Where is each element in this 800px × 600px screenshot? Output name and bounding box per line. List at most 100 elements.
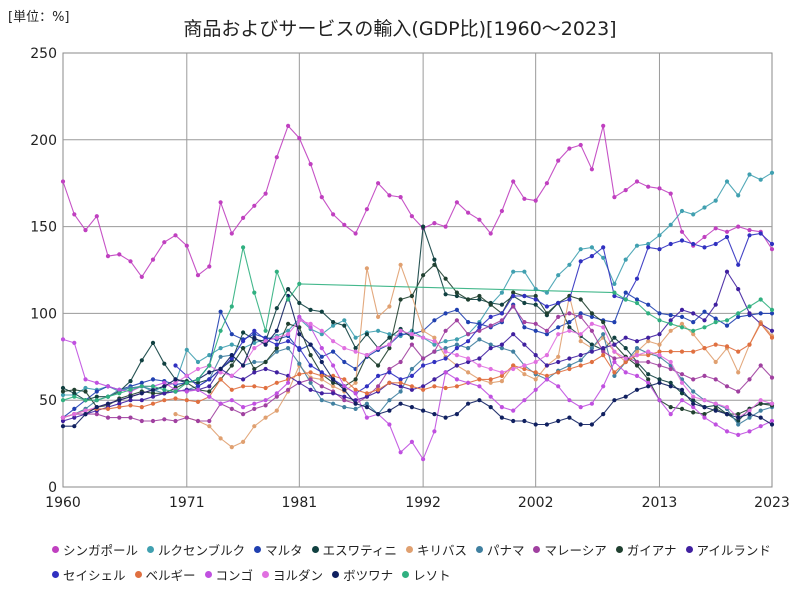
data-point <box>94 405 99 410</box>
data-point <box>353 391 358 396</box>
data-point <box>533 359 538 365</box>
data-point <box>533 297 538 302</box>
data-point <box>319 391 324 396</box>
legend-item: ガイアナ <box>615 540 677 559</box>
data-point <box>387 332 392 337</box>
data-point <box>308 377 313 382</box>
data-point <box>83 408 88 413</box>
data-point <box>499 405 504 410</box>
data-point <box>376 412 381 417</box>
data-point <box>274 335 279 340</box>
data-point <box>724 318 730 323</box>
data-point <box>117 387 122 392</box>
legend-item: レソト <box>402 565 451 584</box>
data-point <box>229 387 234 392</box>
data-point <box>263 398 268 403</box>
data-point <box>713 422 718 427</box>
data-point <box>60 398 66 403</box>
data-point <box>454 346 459 351</box>
data-point <box>634 353 640 358</box>
data-point <box>589 311 595 316</box>
y-tick-label: 200 <box>30 133 57 149</box>
data-point <box>162 417 167 422</box>
data-point <box>342 384 347 389</box>
data-point <box>747 342 752 347</box>
data-point <box>488 346 493 351</box>
data-point <box>544 377 550 382</box>
data-point <box>556 359 561 365</box>
data-point <box>72 212 77 217</box>
data-point <box>499 302 504 307</box>
data-point <box>544 290 550 295</box>
data-point <box>679 307 685 312</box>
data-point <box>691 311 696 316</box>
data-point <box>612 356 617 361</box>
legend-label: ルクセンブルク <box>158 543 246 558</box>
data-point <box>736 314 741 319</box>
data-point <box>139 418 144 424</box>
data-point <box>376 373 381 378</box>
data-point <box>162 384 167 389</box>
data-point <box>466 380 471 385</box>
data-point <box>679 208 685 214</box>
data-point <box>567 262 572 267</box>
data-point <box>466 210 471 215</box>
data-point <box>443 349 448 354</box>
data-point <box>634 339 640 344</box>
data-point <box>128 387 133 392</box>
data-point <box>398 359 403 365</box>
data-point <box>747 412 752 417</box>
data-point <box>747 172 752 177</box>
series-line <box>62 315 773 461</box>
data-point <box>263 403 268 408</box>
data-point <box>162 361 167 366</box>
data-point <box>364 405 369 410</box>
data-point <box>342 318 347 323</box>
data-point <box>691 377 696 382</box>
data-point <box>724 229 730 234</box>
data-point <box>72 340 77 345</box>
data-point <box>207 264 212 269</box>
data-point <box>601 320 606 325</box>
data-point <box>466 359 471 365</box>
data-point <box>454 290 459 295</box>
data-point <box>724 344 730 349</box>
data-point <box>72 387 77 392</box>
data-point <box>150 257 156 262</box>
data-point <box>556 418 561 424</box>
data-point <box>184 380 189 385</box>
data-point <box>623 297 628 302</box>
legend-label: ヨルダン <box>273 568 324 583</box>
series-line <box>62 263 773 415</box>
data-point <box>668 366 673 372</box>
data-point <box>747 408 752 413</box>
data-point <box>589 349 595 354</box>
data-point <box>353 231 358 236</box>
data-point <box>454 342 459 347</box>
series-15 <box>60 245 775 403</box>
data-point <box>724 429 730 434</box>
data-point <box>331 363 336 368</box>
data-point <box>229 304 234 309</box>
data-point <box>207 418 212 424</box>
data-point <box>443 346 448 351</box>
legend-label: コンゴ <box>215 568 254 583</box>
data-point <box>612 320 617 325</box>
data-point <box>702 245 707 250</box>
data-point <box>612 335 617 340</box>
data-point <box>657 318 662 323</box>
data-point <box>758 408 763 413</box>
data-point <box>308 162 313 167</box>
data-point <box>308 307 313 312</box>
data-point <box>634 297 640 302</box>
data-point <box>499 290 504 295</box>
plot-area <box>62 52 773 488</box>
data-point <box>319 346 324 351</box>
data-point <box>477 356 482 361</box>
data-point <box>747 429 752 434</box>
unit-label: [単位：%] <box>8 10 70 25</box>
data-point <box>319 377 324 382</box>
data-point <box>679 325 685 330</box>
data-point <box>589 328 595 333</box>
data-point <box>668 412 673 417</box>
